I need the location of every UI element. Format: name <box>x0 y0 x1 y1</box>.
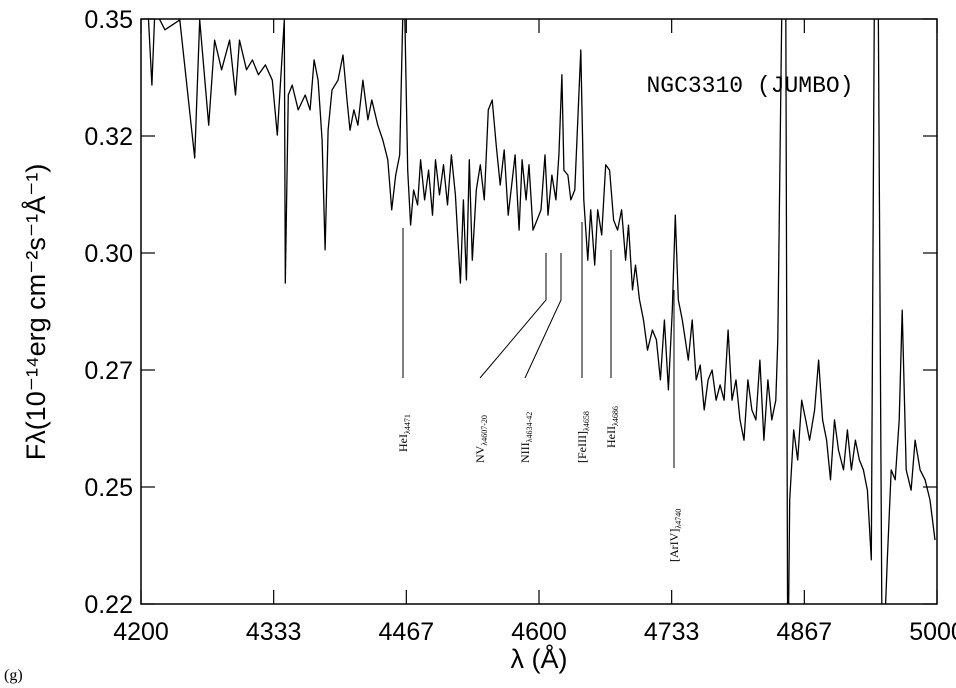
x-tick-label: 4600 <box>511 618 567 646</box>
annotation-label: HeIλ4471 <box>396 414 412 452</box>
y-tick-label: 0.27 <box>84 357 133 385</box>
y-tick-label: 0.22 <box>84 591 133 619</box>
annotation-wavelength: λ4740 <box>674 509 683 529</box>
annotation-wavelength: λ4686 <box>611 406 620 426</box>
annotation-wavelength: λ4658 <box>582 411 591 431</box>
y-tick-label: 0.30 <box>84 240 133 268</box>
annotation-line <box>479 253 547 379</box>
annotation-wavelength: λ4471 <box>403 414 412 434</box>
x-tick-label: 4867 <box>777 618 833 646</box>
annotation-name: NIII <box>518 442 532 463</box>
annotation-name: [ArIV] <box>667 529 681 562</box>
x-tick-label: 4733 <box>644 618 700 646</box>
y-tick-label: 0.32 <box>84 123 133 151</box>
chart-title: NGC3310 (JUMBO) <box>646 73 853 99</box>
annotation-name: NV <box>473 445 487 463</box>
annotation-wavelength: λ4607-20 <box>480 415 489 446</box>
y-tick-label: 0.25 <box>84 474 133 502</box>
annotation-wavelength: λ4634-42 <box>525 412 534 443</box>
x-axis-label: λ (Å) <box>511 643 568 674</box>
annotation-line <box>524 253 562 379</box>
y-tick-label: 0.35 <box>84 6 133 34</box>
annotation-label: NIIIλ4634-42 <box>518 412 534 463</box>
panel-label: (g) <box>4 667 23 684</box>
annotation-name: [FeIII] <box>575 431 589 463</box>
plot-frame <box>140 18 938 605</box>
annotation-name: HeII <box>604 426 618 448</box>
x-tick-label: 4467 <box>379 618 435 646</box>
y-axis-label: Fλ(10⁻¹⁴erg cm⁻²s⁻¹Å⁻¹) <box>20 164 51 461</box>
annotation-label: NVλ4607-20 <box>473 415 489 463</box>
annotation-label: [FeIII]λ4658 <box>575 411 591 463</box>
x-tick-label: 4333 <box>246 618 302 646</box>
annotation-label: [ArIV]λ4740 <box>667 509 683 562</box>
annotation-label: HeIIλ4686 <box>604 406 620 448</box>
spectrum-line <box>147 19 936 604</box>
annotation-name: HeI <box>396 434 410 452</box>
x-tick-label: 4200 <box>113 618 169 646</box>
